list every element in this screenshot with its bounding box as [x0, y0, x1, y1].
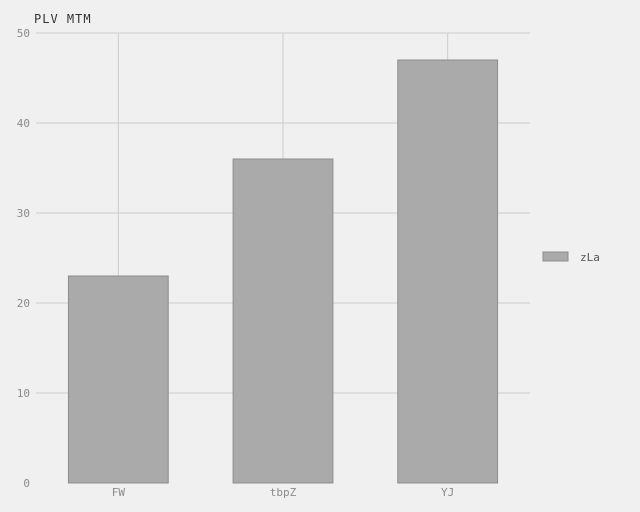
y-tick-label: 0: [23, 477, 30, 490]
legend[interactable]: zLa: [542, 251, 600, 264]
legend-swatch: [542, 251, 569, 262]
bar-YJ[interactable]: [397, 59, 499, 484]
bar-tbpZ[interactable]: [232, 158, 334, 484]
x-tick-label: YJ: [441, 486, 454, 499]
x-tick-label: tbpZ: [270, 486, 297, 499]
y-tick-label: 30: [17, 207, 30, 220]
y-tick-label: 10: [17, 387, 30, 400]
y-tick-label: 20: [17, 297, 30, 310]
legend-label: zLa: [580, 251, 600, 264]
bars: [67, 59, 499, 484]
bar-FW[interactable]: [67, 275, 169, 484]
y-tick-label: 40: [17, 117, 30, 130]
y-tick-label: 50: [17, 27, 30, 40]
chart-title: PLV MTM: [34, 12, 92, 26]
x-tick-label: FW: [112, 486, 126, 499]
x-axis-ticks: FW tbpZ YJ: [112, 486, 455, 499]
y-axis-ticks: 0 10 20 30 40 50: [17, 27, 30, 490]
